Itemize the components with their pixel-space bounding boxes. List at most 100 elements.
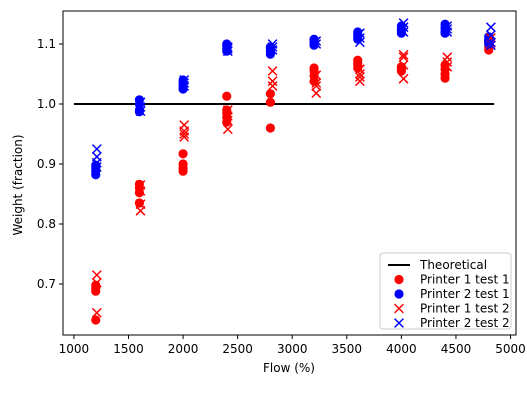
- data-point: [354, 64, 365, 75]
- data-point: [354, 37, 365, 48]
- legend-entry: Printer 2 test 1: [394, 287, 510, 301]
- x-tick-label: 2000: [168, 342, 199, 356]
- data-point: [398, 73, 409, 84]
- legend-entry: Printer 1 test 2: [394, 302, 510, 316]
- y-tick-label: 1.1: [37, 37, 56, 51]
- data-point: [398, 52, 409, 63]
- legend-label: Printer 1 test 1: [420, 273, 510, 287]
- series-3: [91, 33, 496, 318]
- axes-frame: [62, 10, 517, 336]
- legend-label: Printer 2 test 1: [420, 287, 510, 301]
- data-point: [485, 33, 496, 43]
- legend-marker-swatch: [394, 274, 404, 285]
- data-point: [135, 106, 146, 117]
- data-point: [222, 91, 232, 101]
- data-point: [135, 199, 146, 210]
- legend-label: Printer 1 test 2: [420, 302, 510, 316]
- data-point: [135, 180, 146, 190]
- data-point: [179, 75, 190, 85]
- data-point: [222, 42, 233, 52]
- legend-entry: Printer 1 test 1: [394, 273, 510, 287]
- data-point: [267, 39, 278, 49]
- y-axis-label: Weight (fraction): [11, 134, 25, 235]
- data-point: [91, 315, 101, 325]
- data-point: [398, 22, 409, 33]
- y-tick-label: 0.7: [37, 277, 56, 291]
- data-point: [135, 102, 146, 112]
- data-point: [311, 88, 322, 99]
- data-point: [309, 63, 319, 73]
- data-point: [222, 105, 233, 115]
- data-point: [398, 27, 409, 37]
- data-point: [265, 97, 275, 107]
- data-point: [311, 78, 322, 88]
- data-point: [354, 72, 365, 82]
- data-point: [179, 120, 190, 130]
- legend-entry: Printer 2 test 2: [394, 316, 510, 330]
- data-marks: [73, 18, 496, 325]
- y-tick-label: 1.0: [37, 97, 56, 111]
- axes: 1000 1500 2000 2500 3000 3500 4000 4500 5000 0.7 0…: [37, 10, 526, 356]
- data-point: [267, 42, 278, 52]
- data-point: [179, 78, 190, 88]
- data-point: [485, 22, 496, 33]
- data-point: [311, 81, 322, 91]
- x-tick-label: 3500: [332, 342, 363, 356]
- y-tick-label: 0.9: [37, 157, 56, 171]
- data-point: [91, 270, 102, 280]
- data-point: [222, 43, 233, 54]
- legend-marker-swatch: [394, 303, 404, 314]
- data-point: [265, 123, 275, 133]
- x-tick-label: 2500: [222, 342, 253, 356]
- legend-box: [379, 252, 512, 330]
- data-point: [353, 55, 363, 65]
- data-point: [311, 36, 322, 46]
- x-tick-label: 3000: [277, 342, 308, 356]
- data-point: [442, 21, 453, 31]
- data-point: [398, 18, 409, 28]
- data-point: [485, 40, 496, 51]
- legend-label: Theoretical: [419, 258, 487, 272]
- data-point: [442, 61, 453, 72]
- data-point: [311, 70, 322, 81]
- data-point: [267, 76, 278, 87]
- data-point: [91, 277, 102, 288]
- data-point: [134, 95, 145, 105]
- data-point: [178, 159, 188, 169]
- x-tick-label: 5000: [495, 342, 526, 356]
- data-point: [265, 89, 275, 99]
- data-point: [354, 33, 365, 43]
- legend-marker-swatch: [394, 318, 404, 328]
- data-point: [178, 149, 188, 159]
- data-point: [91, 307, 102, 318]
- x-axis-label: Flow (%): [263, 361, 315, 375]
- data-point: [398, 60, 409, 70]
- data-point: [91, 280, 101, 290]
- data-point: [354, 69, 365, 79]
- legend-marker-swatch: [394, 289, 404, 299]
- data-point: [91, 151, 102, 162]
- data-point: [311, 39, 322, 49]
- data-point: [222, 46, 233, 57]
- data-point: [222, 115, 233, 126]
- data-point: [442, 52, 453, 63]
- data-point: [354, 76, 365, 87]
- data-point: [222, 124, 233, 135]
- x-tick-label: 1500: [113, 342, 144, 356]
- legend-label: Printer 2 test 2: [420, 316, 510, 330]
- data-point: [485, 37, 496, 48]
- y-tick-label: 0.8: [37, 217, 56, 231]
- x-tick-label: 4500: [441, 342, 472, 356]
- x-tick-label: 1000: [59, 342, 90, 356]
- data-point: [354, 28, 365, 39]
- legend-entry: Theoretical: [388, 258, 487, 272]
- data-point: [267, 66, 278, 76]
- data-point: [398, 49, 409, 60]
- data-point: [91, 162, 102, 172]
- data-point: [135, 97, 146, 108]
- data-point: [267, 81, 278, 91]
- data-point: [485, 30, 496, 40]
- data-point: [91, 144, 102, 154]
